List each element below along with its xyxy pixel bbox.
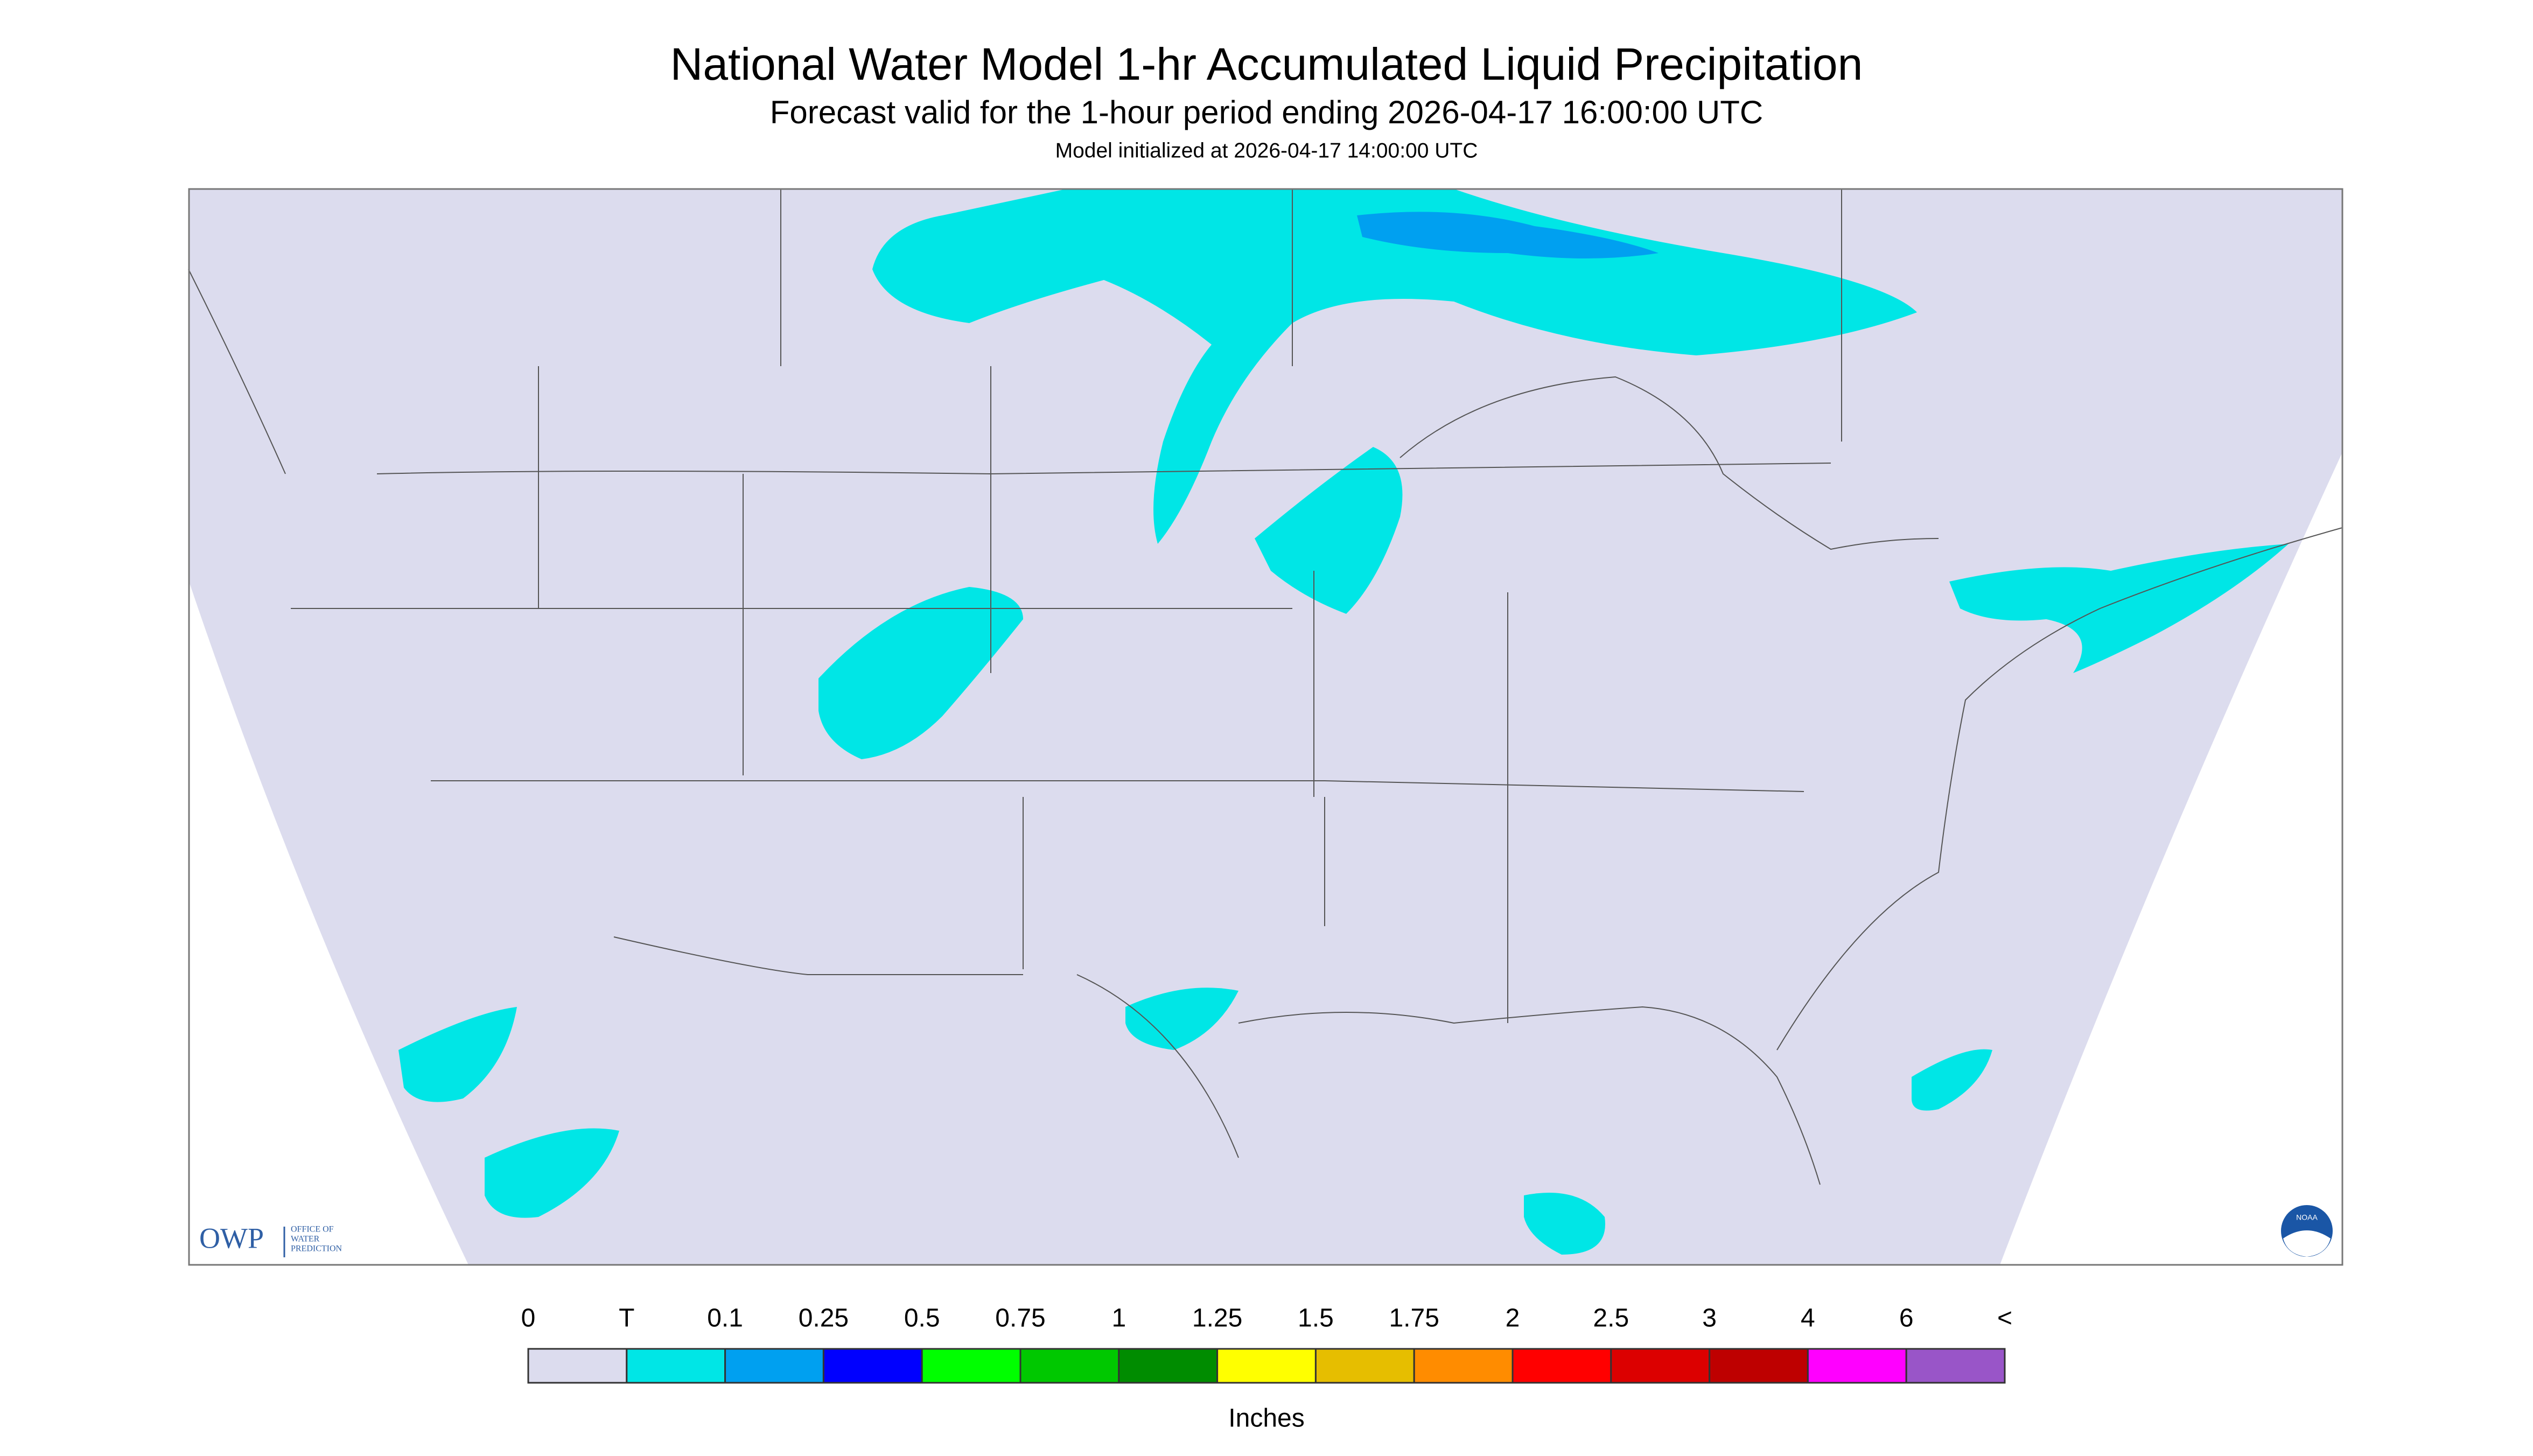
legend-label: 1 <box>1111 1304 1126 1333</box>
model-init: Model initialized at 2026-04-17 14:00:00… <box>1055 139 1478 162</box>
rain-area <box>872 189 1917 544</box>
noaa-wave <box>2283 1230 2331 1257</box>
owp-office-line: OFFICE OF <box>291 1225 334 1234</box>
domain <box>189 189 2342 1265</box>
noaa-text: NOAA <box>2296 1213 2318 1222</box>
legend-swatch <box>1019 1348 1120 1384</box>
rain-area <box>1949 544 2289 673</box>
legend-swatch <box>1314 1348 1415 1384</box>
subtitle: Forecast valid for the 1-hour period end… <box>770 94 1763 130</box>
legend-label: 6 <box>1899 1304 1914 1333</box>
rain-area <box>818 587 1023 759</box>
legend-swatch <box>1610 1348 1711 1384</box>
owp-office-line: WATER <box>291 1235 320 1244</box>
owp-logo-text: OWP <box>199 1222 264 1254</box>
legend-swatch <box>1807 1348 1907 1384</box>
legend-swatch <box>1118 1348 1219 1384</box>
title: National Water Model 1-hr Accumulated Li… <box>670 39 1863 89</box>
legend-swatch <box>1216 1348 1317 1384</box>
rain-area <box>1125 988 1238 1050</box>
legend-label: 2.5 <box>1593 1304 1629 1333</box>
legend-unit: Inches <box>1228 1404 1304 1433</box>
rain-area <box>1357 212 1659 258</box>
rain-area <box>398 1007 517 1102</box>
legend-label: 0.5 <box>904 1304 940 1333</box>
legend-swatch <box>527 1348 628 1384</box>
legend-swatch <box>626 1348 726 1384</box>
legend-swatch <box>921 1348 1021 1384</box>
legend-label: 1.75 <box>1389 1304 1439 1333</box>
legend-label: 1.25 <box>1192 1304 1242 1333</box>
legend-swatch <box>1512 1348 1612 1384</box>
map-frame <box>188 188 2343 1266</box>
rain-area <box>485 1128 619 1218</box>
legend-swatch <box>1413 1348 1514 1384</box>
rain-area <box>1255 447 1403 614</box>
legend-swatch <box>1905 1348 2006 1384</box>
legend: 0 T 0.1 0.25 0.5 0.75 1 1.25 1.5 1.75 2 2.5 3 4 6 < <box>521 1304 2012 1384</box>
legend-label: < <box>1997 1304 2012 1333</box>
legend-label: 1.5 <box>1298 1304 1334 1333</box>
legend-label: T <box>619 1304 634 1333</box>
legend-label: 0 <box>521 1304 536 1333</box>
legend-swatch <box>1709 1348 1809 1384</box>
legend-label: 3 <box>1702 1304 1717 1333</box>
boundaries <box>188 189 2343 1185</box>
legend-swatch <box>822 1348 923 1384</box>
legend-swatch <box>724 1348 824 1384</box>
rain-area <box>1524 1193 1605 1255</box>
legend-label: 2 <box>1506 1304 1520 1333</box>
precip-areas <box>398 189 2289 1255</box>
legend-label: 4 <box>1801 1304 1815 1333</box>
legend-label: 0.75 <box>995 1304 1045 1333</box>
legend-label: 0.25 <box>799 1304 849 1333</box>
rain-area <box>1912 1049 1992 1111</box>
owp-office-line: PREDICTION <box>291 1244 342 1254</box>
noaa-logo: NOAA <box>2281 1205 2333 1257</box>
legend-label: 0.1 <box>707 1304 743 1333</box>
